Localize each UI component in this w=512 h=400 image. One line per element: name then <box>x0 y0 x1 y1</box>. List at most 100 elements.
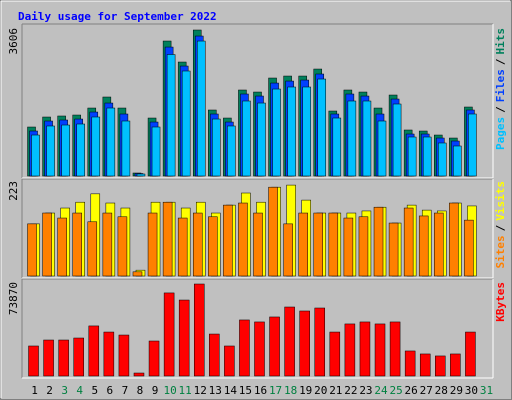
bar <box>332 117 342 177</box>
legend-entry: Pages <box>494 117 507 150</box>
bar <box>302 86 311 177</box>
bar <box>269 316 280 377</box>
x-tick-label: 11 <box>179 384 192 397</box>
bar <box>317 78 327 177</box>
bar <box>283 223 293 277</box>
x-tick-label: 31 <box>480 384 493 397</box>
x-tick-label: 9 <box>152 384 159 397</box>
x-tick-label: 29 <box>450 384 463 397</box>
bar <box>464 219 474 277</box>
x-tick-label: 23 <box>359 384 372 397</box>
legend: Sites / Visits <box>494 181 507 269</box>
bar <box>27 223 37 277</box>
bar <box>209 333 220 377</box>
bar <box>313 212 324 277</box>
x-tick-label: 10 <box>163 384 176 397</box>
x-tick-label: 15 <box>239 384 252 397</box>
bar <box>419 353 431 377</box>
bar <box>403 207 414 277</box>
bar <box>177 217 188 277</box>
bar <box>298 212 308 277</box>
bar <box>151 126 161 177</box>
bar <box>227 125 236 177</box>
bar <box>284 306 295 377</box>
x-tick-label: 18 <box>284 384 297 397</box>
x-tick-label: 3 <box>61 384 68 397</box>
x-tick-label: 27 <box>420 384 433 397</box>
legend: KBytes <box>494 282 507 322</box>
bar <box>344 323 356 377</box>
x-tick-label: 4 <box>76 384 83 397</box>
bar <box>43 339 54 377</box>
bar <box>404 350 416 377</box>
x-tick-label: 7 <box>122 384 129 397</box>
bar <box>347 100 357 177</box>
bar <box>434 212 444 277</box>
x-tick-label: 26 <box>405 384 418 397</box>
bar <box>121 120 131 177</box>
y-tick-label: 3606 <box>7 28 20 55</box>
bar <box>358 216 369 277</box>
bar <box>193 283 205 377</box>
bar <box>181 70 191 177</box>
bar <box>253 212 263 277</box>
bar <box>147 212 158 277</box>
bar <box>162 201 173 277</box>
bar <box>468 113 477 177</box>
bar <box>192 212 203 277</box>
x-tick-label: 19 <box>299 384 312 397</box>
bar <box>239 319 250 377</box>
chart-title: Daily usage for September 2022 <box>18 10 217 23</box>
bar <box>435 355 446 377</box>
legend-entry: Sites <box>494 235 507 268</box>
bar <box>422 136 432 177</box>
bar <box>118 334 130 377</box>
bar <box>238 202 248 277</box>
bar <box>287 86 296 177</box>
bar <box>28 345 39 377</box>
bar <box>257 102 266 177</box>
bar <box>91 116 101 177</box>
x-tick-label: 5 <box>91 384 98 397</box>
bar <box>392 103 402 177</box>
bar <box>418 215 429 277</box>
legend-separator: / <box>494 106 507 113</box>
bar <box>208 216 218 277</box>
bar <box>328 212 339 277</box>
bar <box>163 292 175 377</box>
bar <box>254 321 265 377</box>
bar <box>212 118 221 177</box>
bar <box>76 123 85 177</box>
bar <box>407 136 417 177</box>
x-tick-label: 13 <box>209 384 222 397</box>
bar <box>136 173 146 177</box>
bar <box>465 331 476 377</box>
x-tick-label: 24 <box>374 384 388 397</box>
bar <box>42 212 52 277</box>
x-tick-label: 21 <box>329 384 342 397</box>
legend-separator: / <box>494 224 507 231</box>
bar <box>389 321 401 377</box>
bar <box>87 221 98 277</box>
bar <box>359 321 371 377</box>
x-tick-label: 17 <box>269 384 282 397</box>
bar <box>166 54 176 177</box>
legend-entry: Hits <box>494 28 507 55</box>
bar <box>46 125 55 177</box>
bar <box>178 299 190 377</box>
x-tick-label: 28 <box>435 384 448 397</box>
x-tick-label: 6 <box>107 384 114 397</box>
x-tick-label: 30 <box>465 384 478 397</box>
bar <box>117 216 128 277</box>
bar <box>102 212 113 277</box>
legend-entry: Visits <box>494 181 507 221</box>
bar <box>377 120 387 177</box>
bar <box>196 40 206 177</box>
bar <box>388 222 399 277</box>
x-tick-label: 20 <box>314 384 327 397</box>
bar <box>299 310 310 377</box>
x-tick-label: 22 <box>344 384 357 397</box>
y-tick-label: 73870 <box>7 282 20 315</box>
